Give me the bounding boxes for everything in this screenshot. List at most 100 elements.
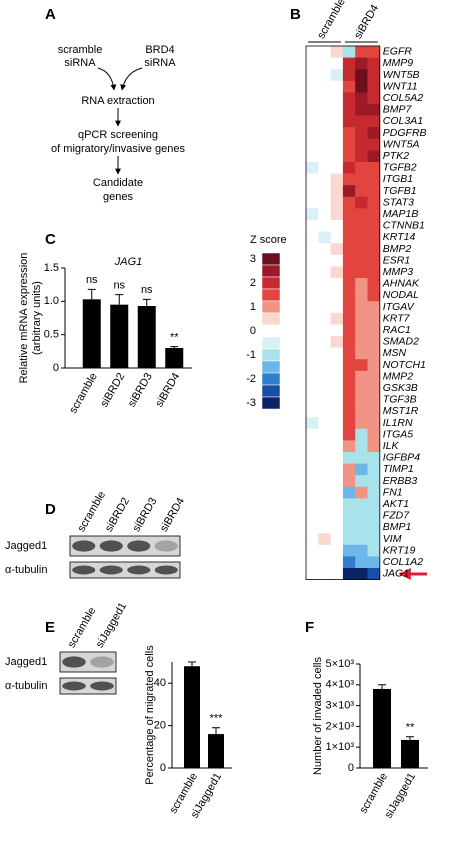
chart-title: JAG1 bbox=[114, 256, 143, 268]
gene-label: VIM bbox=[383, 533, 402, 545]
heatmap-cell bbox=[318, 162, 331, 174]
heatmap-cell bbox=[342, 243, 356, 256]
heatmap-cell bbox=[355, 324, 368, 337]
gene-label: COL3A1 bbox=[383, 115, 423, 127]
gene-label: TGFB1 bbox=[383, 185, 417, 197]
heatmap-cell bbox=[318, 254, 331, 267]
heatmap-cell bbox=[306, 150, 319, 163]
heatmap-cell bbox=[367, 196, 381, 209]
heatmap-cell bbox=[330, 452, 344, 464]
heatmap-cell bbox=[318, 243, 331, 256]
y-tick-label: 3×10³ bbox=[326, 700, 355, 712]
panel-label: F bbox=[305, 619, 314, 636]
bar bbox=[165, 348, 184, 368]
heatmap-cell bbox=[342, 127, 356, 140]
heatmap-cell bbox=[330, 394, 344, 406]
y-tick-label: 5×10³ bbox=[326, 658, 355, 670]
y-tick-label: 0 bbox=[348, 762, 354, 774]
heatmap-cell bbox=[355, 138, 368, 151]
heatmap-cell bbox=[318, 196, 331, 209]
heatmap-cell bbox=[330, 405, 344, 418]
heatmap-cell bbox=[318, 336, 331, 348]
heatmap-cell bbox=[330, 382, 344, 395]
legend-swatch bbox=[261, 288, 281, 302]
heatmap-cell bbox=[342, 138, 356, 151]
gene-label: GSK3B bbox=[383, 382, 418, 394]
gene-label: IGFBP4 bbox=[383, 452, 421, 464]
heatmap-cell bbox=[306, 452, 319, 464]
heatmap-cell bbox=[318, 405, 331, 418]
heatmap-cell bbox=[342, 370, 356, 383]
legend-swatch bbox=[261, 336, 281, 350]
error-bar bbox=[115, 294, 124, 305]
heatmap-cell bbox=[367, 510, 381, 522]
heatmap-cell bbox=[342, 382, 356, 395]
blot-band bbox=[154, 565, 178, 575]
bar bbox=[184, 666, 200, 768]
heatmap-cell bbox=[330, 336, 344, 348]
heatmap-cell bbox=[355, 243, 368, 256]
significance-label: *** bbox=[210, 713, 224, 725]
heatmap-cell bbox=[342, 452, 356, 464]
heatmap-cell bbox=[330, 208, 344, 221]
heatmap-cell bbox=[318, 544, 331, 557]
heatmap-cell bbox=[318, 173, 331, 186]
heatmap-cell bbox=[318, 80, 331, 93]
heatmap-cell bbox=[355, 428, 368, 441]
significance-label: ** bbox=[170, 332, 179, 344]
heatmap-cell bbox=[342, 196, 356, 209]
y-tick-label: 1.0 bbox=[44, 295, 59, 307]
gene-label: IL1RN bbox=[383, 417, 413, 429]
gene-label: ITGA5 bbox=[383, 428, 414, 440]
heatmap-cell bbox=[367, 382, 381, 395]
bar bbox=[82, 299, 101, 368]
heatmap-border bbox=[305, 45, 381, 580]
legend-swatch bbox=[261, 276, 281, 290]
heatmap-cell bbox=[330, 544, 344, 557]
legend-swatch bbox=[261, 324, 281, 338]
gene-label: FN1 bbox=[383, 486, 403, 498]
heatmap-cell bbox=[355, 544, 368, 557]
gene-label: NODAL bbox=[383, 289, 419, 301]
heatmap-cell bbox=[342, 254, 356, 267]
heatmap-cell bbox=[342, 69, 356, 82]
heatmap-cell bbox=[318, 440, 331, 453]
heatmap-cell bbox=[330, 533, 344, 546]
heatmap-cell bbox=[330, 57, 344, 70]
heatmap-cell bbox=[330, 196, 344, 209]
heatmap-cell bbox=[330, 498, 344, 511]
gene-label: MMP2 bbox=[383, 370, 413, 382]
heatmap-cell bbox=[330, 324, 344, 337]
heatmap-cell bbox=[306, 80, 319, 93]
heatmap-cell bbox=[367, 347, 381, 360]
error-bar bbox=[188, 661, 196, 667]
heatmap-cell bbox=[342, 486, 356, 499]
heatmap-cell bbox=[318, 57, 331, 70]
y-axis-label: Number of invaded cells bbox=[312, 657, 324, 776]
gene-label: SMAD2 bbox=[383, 336, 419, 348]
heatmap-cell bbox=[318, 370, 331, 383]
heatmap-cell bbox=[367, 440, 381, 453]
heatmap-cell bbox=[318, 301, 331, 314]
heatmap-cell bbox=[367, 278, 381, 290]
heatmap-cell bbox=[355, 46, 368, 58]
heatmap-cell bbox=[318, 115, 331, 128]
heatmap-cell bbox=[318, 104, 331, 116]
panel-label: D bbox=[45, 501, 56, 518]
heatmap-cell bbox=[367, 417, 381, 430]
heatmap-cell bbox=[306, 289, 319, 302]
heatmap-cell bbox=[355, 185, 368, 198]
error-bar bbox=[378, 684, 386, 689]
heatmap-cell bbox=[342, 150, 356, 163]
heatmap-cell bbox=[318, 347, 331, 360]
legend-tick: -1 bbox=[246, 349, 256, 361]
heatmap-cell bbox=[355, 196, 368, 209]
gene-label: AKT1 bbox=[382, 498, 409, 510]
heatmap-cell bbox=[306, 173, 319, 186]
legend-tick: 3 bbox=[250, 253, 256, 265]
heatmap-cell bbox=[330, 92, 344, 105]
heatmap-cell bbox=[342, 278, 356, 290]
heatmap-cell bbox=[367, 127, 381, 140]
gene-label: WNT5A bbox=[383, 138, 420, 150]
legend-tick: -2 bbox=[246, 373, 256, 385]
